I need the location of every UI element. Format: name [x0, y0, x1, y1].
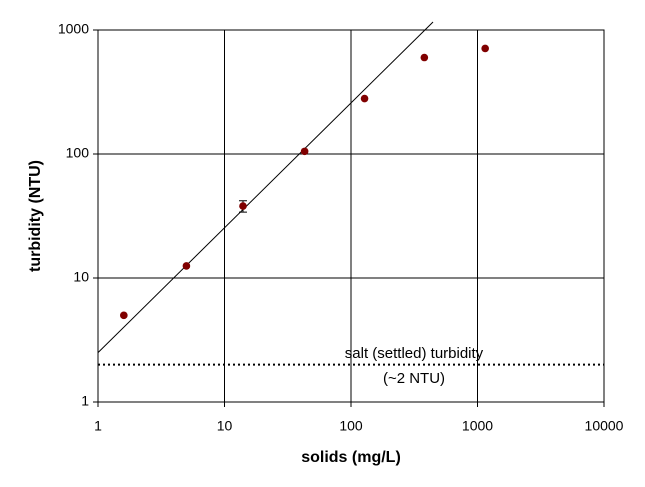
- y-tick-label: 100: [66, 145, 90, 161]
- annotation: (~2 NTU): [383, 370, 445, 387]
- y-tick-label: 1: [81, 393, 89, 409]
- point: [182, 262, 191, 270]
- point: [300, 147, 309, 156]
- x-tick-label: 10000: [585, 418, 624, 434]
- x-tick-label: 1000: [462, 418, 493, 434]
- annotation: salt (settled) turbidity: [345, 345, 484, 362]
- y-tick-label: 1000: [58, 21, 89, 37]
- x-tick-label: 10: [217, 418, 233, 434]
- point: [120, 311, 128, 320]
- point: [420, 53, 429, 62]
- point: [239, 202, 247, 210]
- x-axis-title: solids (mg/L): [301, 449, 401, 466]
- point: [481, 44, 489, 53]
- fit-line: [97, 21, 434, 354]
- y-axis-title: turbidity (NTU): [27, 160, 44, 272]
- x-tick-label: 1: [94, 418, 102, 434]
- plot-frame: [97, 29, 605, 403]
- x-tick-label: 100: [339, 418, 363, 434]
- point: [360, 94, 369, 103]
- y-tick-label: 10: [73, 269, 89, 285]
